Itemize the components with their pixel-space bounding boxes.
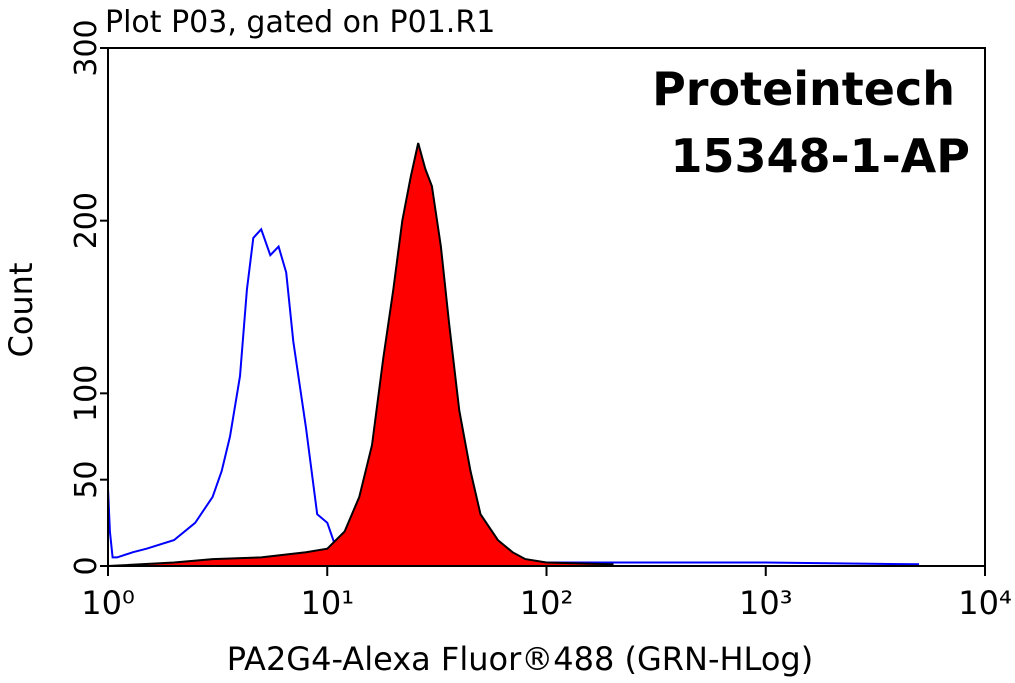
x-axis-label: PA2G4-Alexa Fluor®488 (GRN-HLog) bbox=[227, 640, 813, 678]
annotation: 15348-1-AP bbox=[670, 129, 970, 183]
annotation: Proteintech bbox=[652, 62, 955, 116]
y-tick-label: 300 bbox=[69, 19, 104, 76]
chart-title: Plot P03, gated on P01.R1 bbox=[105, 5, 495, 40]
x-tick-label: 10¹ bbox=[300, 584, 354, 622]
x-tick-label: 10⁴ bbox=[958, 584, 1012, 622]
y-tick-label: 50 bbox=[69, 461, 104, 499]
y-tick-label: 0 bbox=[69, 556, 104, 575]
y-tick-label: 200 bbox=[69, 192, 104, 249]
histogram-line bbox=[107, 227, 920, 566]
y-tick-label: 100 bbox=[69, 365, 104, 422]
y-axis-label: Count bbox=[2, 262, 40, 357]
x-tick-label: 10³ bbox=[739, 584, 793, 622]
histogram-area bbox=[107, 142, 614, 567]
plot-frame bbox=[107, 47, 986, 567]
x-tick-label: 10² bbox=[520, 584, 574, 622]
x-tick-label: 10⁰ bbox=[81, 584, 135, 622]
